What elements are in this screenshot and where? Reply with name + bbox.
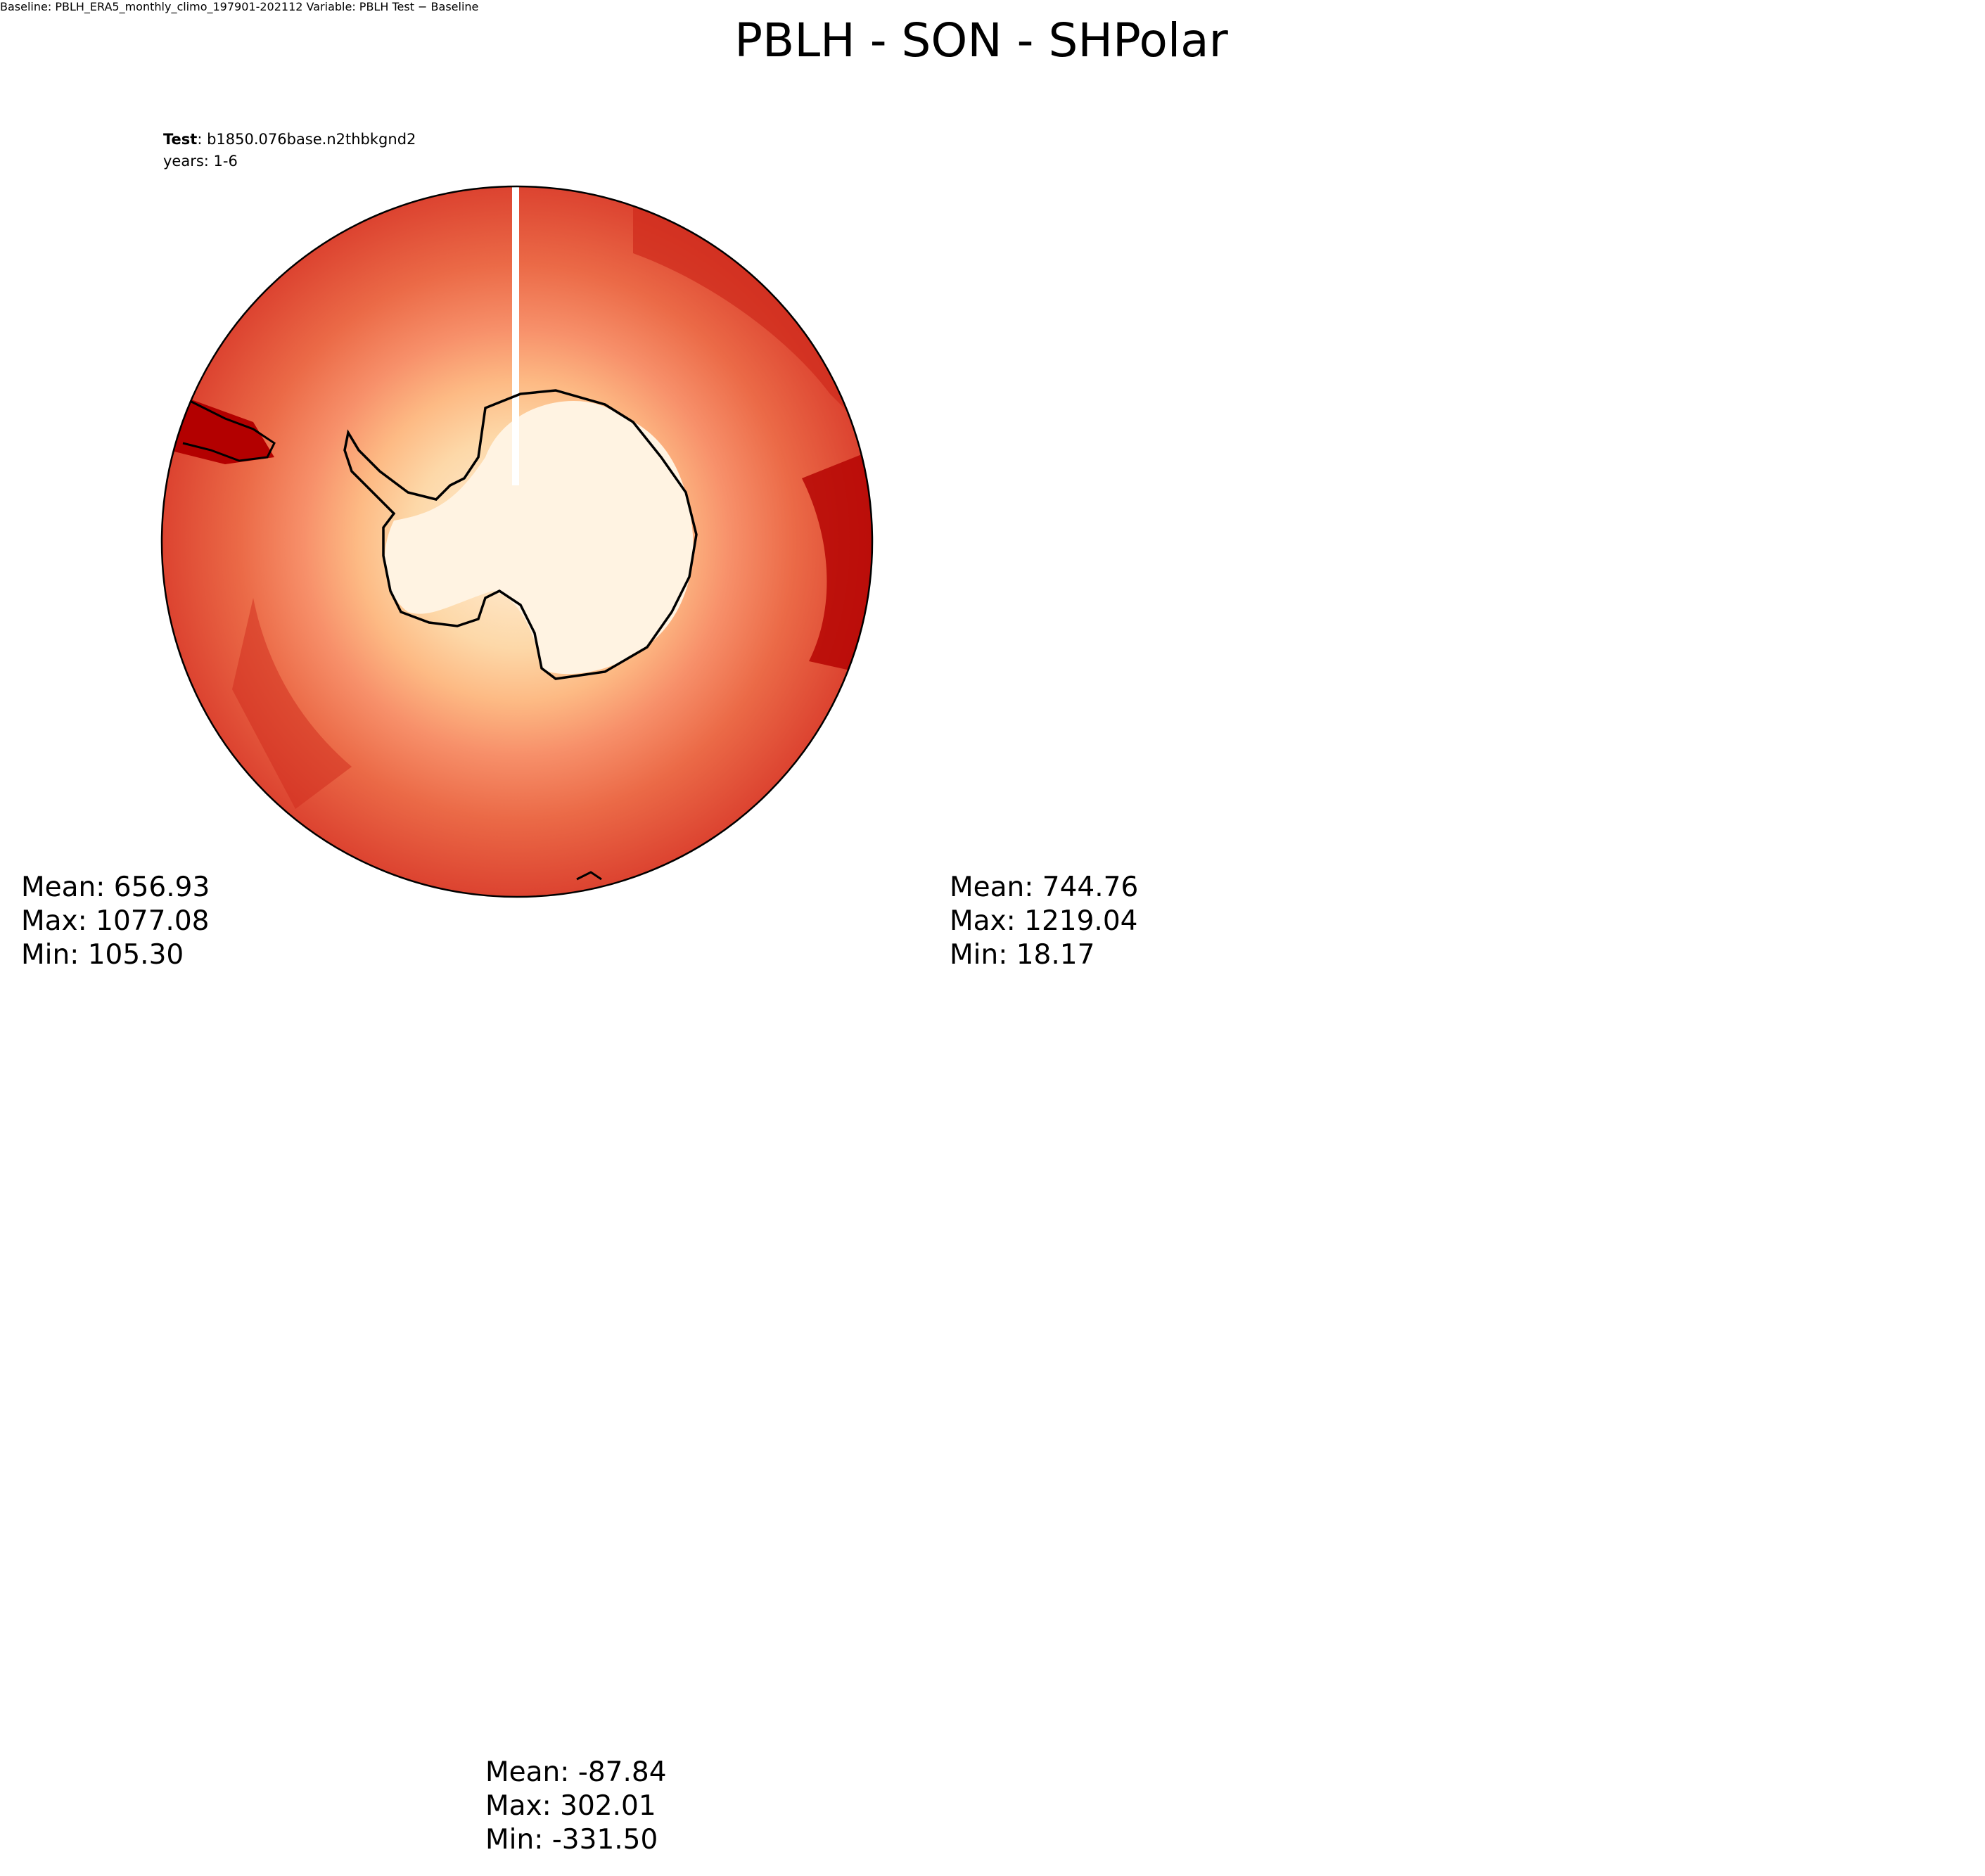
test-coastline [343, 389, 698, 680]
difference-header: Test − Baseline [392, 0, 479, 13]
difference-stat-min: Min: -331.50 [485, 1824, 658, 1856]
test-header-line-1: Test: b1850.076base.n2thbkgnd2 [163, 131, 416, 148]
baseline-stats: Mean: 744.76 Max: 1219.04 Min: 18.17 [950, 871, 1138, 972]
test-stat-min: Min: 105.30 [21, 939, 184, 971]
test-header-line-2: years: 1-6 [163, 153, 238, 170]
test-stats: Mean: 656.93 Max: 1077.08 Min: 105.30 [21, 871, 210, 972]
difference-panel: Test − Baseline −496.2−315.8−135.345.122… [392, 0, 478, 13]
baseline-header-line-1: Baseline: PBLH_ERA5_monthly_climo_197901… [0, 0, 303, 13]
test-stat-mean: Mean: 656.93 [21, 872, 210, 903]
test-map-boundary [160, 185, 874, 898]
baseline-stat-max: Max: 1219.04 [950, 905, 1138, 937]
difference-stat-max: Max: 302.01 [485, 1790, 656, 1822]
baseline-stat-mean: Mean: 744.76 [950, 872, 1139, 903]
baseline-header-line-2: Variable: PBLH [306, 0, 389, 13]
baseline-stat-min: Min: 18.17 [950, 939, 1095, 971]
baseline-panel: Baseline: PBLH_ERA5_monthly_climo_197901… [0, 0, 392, 13]
difference-stats: Mean: -87.84 Max: 302.01 Min: -331.50 [485, 1756, 667, 1857]
test-coastline-peninsula [182, 400, 276, 462]
test-map [162, 186, 872, 897]
figure-title: PBLH - SON - SHPolar [734, 13, 1228, 68]
difference-stat-mean: Mean: -87.84 [485, 1756, 667, 1788]
test-panel: Test: b1850.076base.n2thbkgnd2 years: 1-… [160, 131, 874, 898]
test-coastline-island [576, 871, 602, 881]
test-stat-max: Max: 1077.08 [21, 905, 210, 937]
